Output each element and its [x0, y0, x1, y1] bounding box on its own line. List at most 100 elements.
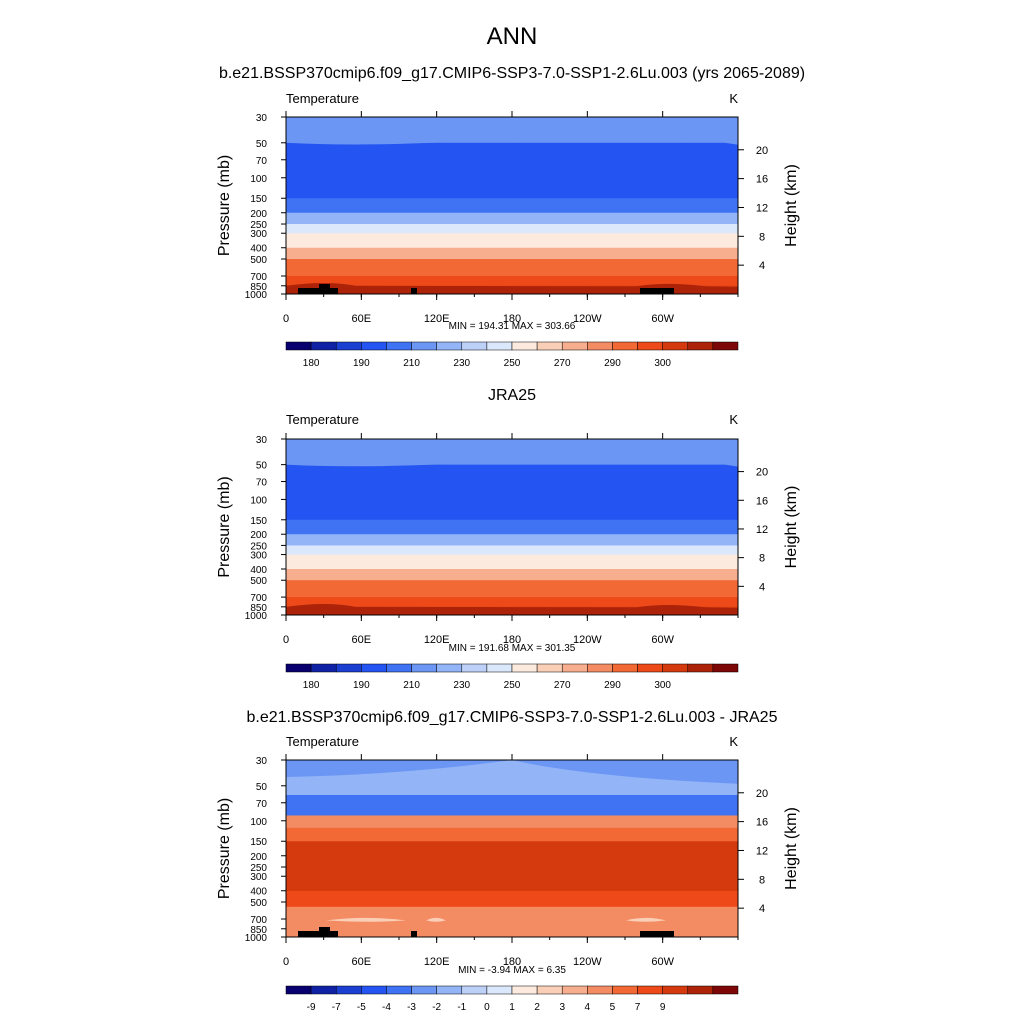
panels: b.e21.BSSP370cmip6.f09_g17.CMIP6-SSP3-7.…	[216, 65, 805, 1013]
colorbar-swatch	[687, 663, 714, 673]
contour-band	[286, 597, 738, 608]
contour-band	[286, 554, 738, 570]
colorbar-swatch	[511, 341, 538, 351]
colorbar-swatch	[361, 663, 387, 673]
y-tick-label: 100	[250, 495, 267, 506]
units-label: K	[729, 734, 738, 749]
y-tick-label: 100	[250, 174, 267, 185]
colorbar-swatch	[612, 663, 638, 673]
colorbar-swatch	[561, 341, 588, 351]
contour-band	[286, 519, 738, 535]
y-tick-label: 700	[250, 272, 267, 283]
y-tick-label: 500	[250, 898, 267, 909]
colorbar-swatch	[310, 985, 337, 995]
y-tick-label: 150	[250, 194, 267, 205]
colorbar-swatch	[536, 985, 563, 995]
colorbar-swatch	[411, 663, 437, 673]
y-tick-label: 850	[250, 282, 267, 293]
colorbar-label: 180	[303, 680, 320, 691]
topography-block	[319, 284, 330, 294]
colorbar-label: 190	[353, 680, 370, 691]
y-right-tick-label: 12	[756, 202, 768, 214]
contour-band	[286, 890, 738, 908]
panel-title: b.e21.BSSP370cmip6.f09_g17.CMIP6-SSP3-7.…	[247, 709, 778, 726]
colorbar-swatch	[361, 341, 387, 351]
x-tick-label: 60E	[352, 634, 372, 646]
colorbar-label: 250	[504, 358, 521, 369]
colorbar-label: 250	[504, 680, 521, 691]
colorbar-swatch	[486, 663, 513, 673]
panel-3: b.e21.BSSP370cmip6.f09_g17.CMIP6-SSP3-7.…	[216, 709, 800, 1013]
colorbar-swatch	[536, 663, 563, 673]
units-label: K	[729, 91, 738, 106]
x-tick-label: 0	[283, 956, 289, 968]
contour-surface-layer	[286, 604, 738, 615]
colorbar-label: 5	[610, 1002, 616, 1013]
colorbar-swatch	[662, 341, 689, 351]
x-tick-label: 0	[283, 634, 289, 646]
y-tick-label: 300	[250, 551, 267, 562]
y-right-tick-label: 16	[756, 817, 768, 829]
colorbar-swatch	[712, 985, 739, 995]
y-tick-label: 30	[256, 435, 268, 446]
topography-block	[298, 931, 338, 937]
x-tick-label: 60E	[352, 956, 372, 968]
x-tick-label: 180	[503, 956, 521, 968]
y-tick-label: 300	[250, 229, 267, 240]
x-tick-label: 120W	[573, 634, 602, 646]
colorbar-swatch	[561, 985, 588, 995]
colorbar-swatch	[486, 341, 513, 351]
contour-patch	[426, 917, 446, 922]
x-tick-label: 120E	[424, 313, 450, 325]
colorbar-swatch	[335, 985, 362, 995]
colorbar-label: 3	[559, 1002, 565, 1013]
y-right-tick-label: 12	[756, 524, 768, 536]
y-right-tick-label: 20	[756, 145, 768, 157]
y-tick-label: 70	[256, 478, 268, 489]
colorbar-swatch	[335, 341, 362, 351]
y-right-tick-label: 8	[759, 874, 765, 886]
colorbar-swatch	[411, 985, 437, 995]
colorbar-label: 270	[554, 358, 571, 369]
min-max-stats: MIN = 194.31 MAX = 303.66	[449, 321, 576, 332]
x-tick-label: 60W	[651, 634, 674, 646]
y-tick-label: 50	[256, 139, 268, 150]
y-tick-label: 400	[250, 565, 267, 576]
y-axis-title: Pressure (mb)	[216, 476, 233, 577]
colorbar-swatch	[285, 341, 312, 351]
contour-band	[286, 233, 738, 249]
colorbar-label: 0	[484, 1002, 490, 1013]
contour-field	[286, 117, 738, 294]
y-right-tick-label: 20	[756, 788, 768, 800]
colorbar-swatch	[310, 663, 337, 673]
contour-band	[286, 534, 738, 546]
colorbar-label: -3	[407, 1002, 416, 1013]
contour-top-layer	[286, 439, 738, 467]
y-right-axis-title: Height (km)	[783, 164, 800, 247]
y-tick-label: 500	[250, 576, 267, 587]
colorbar-label: -5	[357, 1002, 366, 1013]
colorbar-label: 210	[403, 680, 420, 691]
contour-band	[286, 224, 738, 234]
topography-block	[298, 288, 338, 294]
colorbar-label: 230	[453, 358, 470, 369]
colorbar-swatch	[285, 663, 312, 673]
x-tick-label: 120E	[424, 956, 450, 968]
colorbar-swatch	[436, 985, 463, 995]
contour-patch	[326, 917, 406, 922]
colorbar-swatch	[587, 663, 613, 673]
colorbar-label: 7	[635, 1002, 641, 1013]
topography-block	[640, 931, 674, 937]
colorbar-swatch	[712, 341, 739, 351]
colorbar-swatch	[612, 985, 638, 995]
colorbar-label: 290	[604, 358, 621, 369]
contour-band	[286, 569, 738, 581]
y-tick-label: 850	[250, 603, 267, 614]
contour-mid-layer	[286, 867, 738, 891]
x-tick-label: 60W	[651, 313, 674, 325]
y-right-tick-label: 20	[756, 467, 768, 479]
y-right-axis-title: Height (km)	[783, 807, 800, 890]
contour-band	[286, 259, 738, 277]
colorbar-swatch	[587, 985, 613, 995]
contour-band	[286, 198, 738, 214]
